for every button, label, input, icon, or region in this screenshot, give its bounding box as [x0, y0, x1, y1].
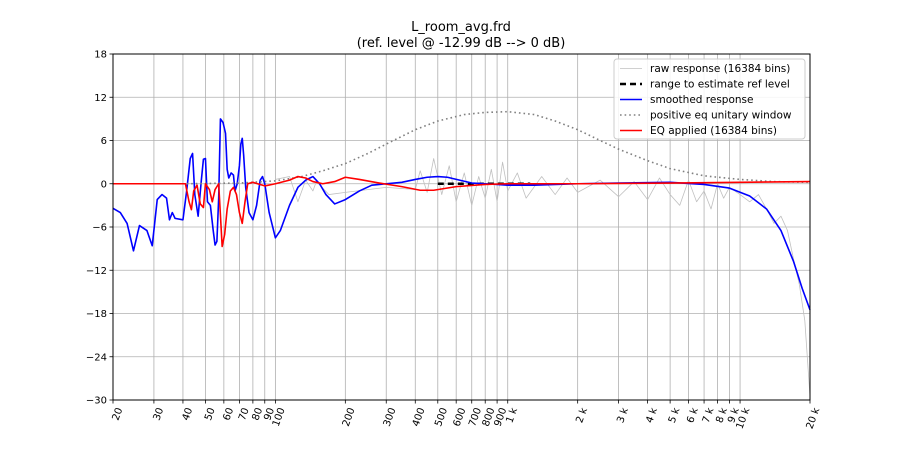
legend-label: positive eq unitary window [650, 110, 792, 122]
x-tick-label: 4 k [644, 406, 660, 424]
x-tick-label: 30 [152, 406, 167, 422]
x-tick-label: 60 [221, 406, 236, 422]
x-tick-label: 80 [251, 406, 266, 422]
legend-label: range to estimate ref level [650, 79, 790, 91]
x-tick-label: 1 k [504, 406, 520, 424]
x-tick-label: 90 [262, 406, 277, 422]
chart-title: L_room_avg.frd [411, 20, 511, 35]
x-tick-label: 8 k [714, 406, 730, 424]
y-tick-label: 6 [101, 136, 107, 147]
y-tick-label: 18 [94, 50, 107, 61]
chart-subtitle: (ref. level @ -12.99 dB --> 0 dB) [357, 36, 566, 51]
legend-box [613, 58, 806, 140]
y-tick-label: 0 [101, 179, 107, 190]
x-tick-label: 6 k [685, 406, 701, 424]
y-tick-label: −6 [92, 223, 107, 234]
x-tick-label: 7 k [701, 406, 717, 424]
legend-label: EQ applied (16384 bins) [650, 125, 777, 137]
x-tick-label: 9 k [726, 406, 742, 424]
series-layer [112, 110, 811, 397]
y-tick-label: −18 [86, 309, 107, 320]
x-tick-label: 70 [237, 406, 252, 422]
legend-label: raw response (16384 bins) [650, 63, 790, 75]
x-tick-label: 50 [203, 406, 218, 422]
x-tick-label: 3 k [615, 406, 631, 424]
x-tick-label: 20 [111, 406, 126, 422]
y-tick-label: 12 [94, 93, 107, 104]
y-axis: 18 12 6 0 −6 −12 −18 −24 −30 [86, 50, 113, 407]
x-tick-label: 40 [181, 406, 196, 422]
x-tick-label: 2 k [574, 406, 590, 424]
y-tick-label: −24 [86, 352, 107, 363]
y-tick-label: −12 [86, 266, 107, 277]
legend: raw response (16384 bins) range to estima… [613, 58, 806, 140]
x-tick-label: 5 k [667, 406, 683, 424]
series-line [113, 175, 811, 248]
y-tick-label: −30 [86, 396, 107, 407]
legend-label: smoothed response [650, 94, 753, 106]
